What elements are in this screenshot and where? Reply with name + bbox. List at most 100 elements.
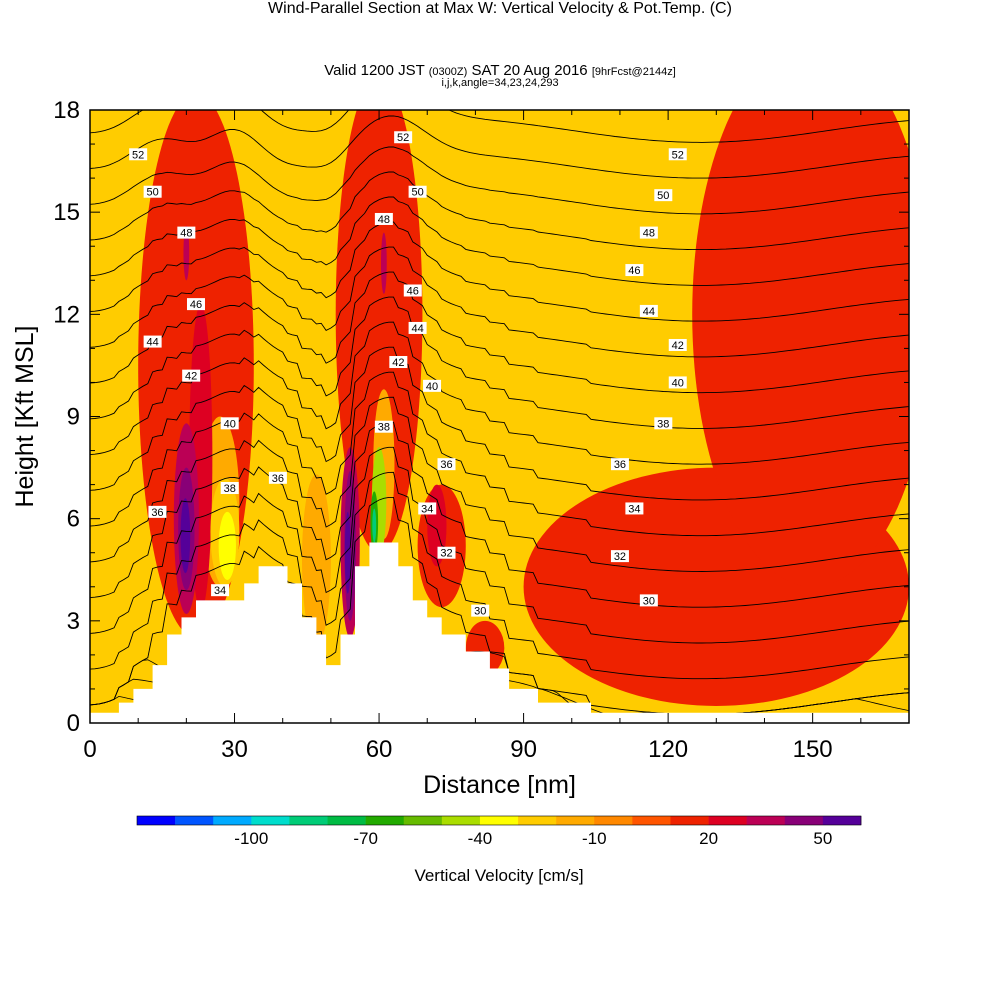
- colorbar-swatch: [213, 816, 252, 825]
- chart-ijk-line: i,j,k,angle=34,23,24,293: [441, 77, 559, 89]
- contour-label: 36: [148, 505, 167, 519]
- contour-label: 30: [639, 594, 658, 607]
- colorbar-swatch: [479, 816, 519, 825]
- contour-label: 42: [668, 338, 687, 352]
- isentrope-line: [90, 471, 909, 680]
- subtitle-utc: (0300Z): [428, 66, 468, 78]
- colorbar-swatch: [518, 816, 557, 825]
- title-units: (C): [709, 0, 732, 17]
- svg-text:38: 38: [657, 418, 669, 430]
- colorbar-swatch: [289, 816, 328, 825]
- colorbar-swatch: [746, 816, 786, 825]
- contour-label: 52: [129, 148, 148, 161]
- isentrope-line: [90, 346, 909, 501]
- velocity-region: [380, 232, 387, 294]
- contour-label: 32: [437, 546, 456, 560]
- svg-text:36: 36: [614, 459, 626, 471]
- contour-label: 42: [389, 356, 408, 369]
- colorbar-swatch: [365, 816, 405, 825]
- colorbar-tick-label: -40: [468, 829, 493, 848]
- isentrope-line: [90, 196, 909, 286]
- velocity-region: [372, 508, 377, 543]
- y-tick-label: 18: [53, 97, 80, 124]
- contour-label: 46: [403, 284, 422, 297]
- velocity-region: [218, 511, 236, 580]
- contour-label: 44: [143, 335, 162, 349]
- colorbar-swatch: [137, 816, 176, 825]
- colorbar-swatch: [594, 816, 633, 825]
- contour-label: 38: [654, 417, 673, 430]
- svg-text:50: 50: [657, 190, 669, 202]
- svg-text:48: 48: [180, 228, 192, 240]
- svg-text:46: 46: [190, 299, 202, 311]
- svg-text:32: 32: [614, 551, 626, 563]
- contour-label: 48: [639, 226, 658, 240]
- y-tick-label: 3: [67, 608, 80, 635]
- x-tick-label: 120: [648, 736, 688, 763]
- y-tick-label: 12: [53, 301, 80, 328]
- colorbar-swatch: [441, 816, 481, 825]
- contour-label: 48: [177, 226, 196, 240]
- x-tick-label: 60: [366, 736, 393, 763]
- contour-label: 36: [268, 471, 287, 485]
- contour-label: 34: [625, 502, 644, 515]
- colorbar-swatch: [175, 816, 214, 825]
- isentrope-line: [90, 171, 909, 251]
- velocity-region: [183, 225, 190, 281]
- colorbar-tick-label: -100: [234, 829, 268, 848]
- isentrope-line: [90, 110, 909, 143]
- svg-text:50: 50: [147, 187, 159, 199]
- contour-label: 44: [639, 304, 658, 318]
- isentrope-line: [90, 115, 909, 179]
- colorbar-swatch: [822, 816, 862, 825]
- svg-text:38: 38: [224, 483, 236, 495]
- subtitle-forecast: [9hrFcst@2144z]: [591, 66, 676, 78]
- chart-subtitle: Valid 1200 JST (0300Z) SAT 20 Aug 2016 […: [0, 62, 1000, 79]
- contour-label: 40: [423, 379, 442, 393]
- contour-label: 42: [182, 369, 201, 383]
- isentrope-line: [90, 221, 909, 322]
- colorbar-tick-label: 20: [699, 829, 718, 848]
- y-axis-label: Height [Kft MSL]: [11, 325, 39, 507]
- contour-label: 36: [437, 458, 456, 471]
- subtitle-date: SAT 20 Aug 2016: [471, 62, 588, 79]
- contour-label: 52: [394, 131, 413, 144]
- svg-text:34: 34: [628, 503, 640, 515]
- contour-label: 50: [408, 185, 427, 199]
- svg-text:52: 52: [397, 132, 409, 144]
- contour-label: 34: [211, 584, 230, 597]
- x-tick-label: 90: [510, 736, 537, 763]
- svg-text:48: 48: [378, 214, 390, 226]
- svg-text:42: 42: [185, 371, 197, 383]
- svg-text:40: 40: [224, 418, 236, 430]
- svg-text:48: 48: [643, 228, 655, 240]
- contour-label: 34: [418, 502, 437, 515]
- y-tick-label: 9: [67, 404, 80, 431]
- isentrope-line: [90, 246, 909, 358]
- svg-text:34: 34: [214, 585, 226, 597]
- svg-text:32: 32: [440, 548, 452, 560]
- y-tick-label: 15: [53, 199, 80, 226]
- colorbar-swatch: [708, 816, 747, 825]
- subtitle-main: Valid 1200 JST: [324, 62, 425, 79]
- isentrope-line: [90, 296, 909, 429]
- contour-label: 30: [471, 604, 490, 618]
- colorbar-tick-label: -10: [582, 829, 607, 848]
- contour-label: 38: [220, 482, 239, 495]
- svg-text:30: 30: [474, 606, 486, 618]
- contour-label: 48: [374, 212, 393, 226]
- svg-text:36: 36: [440, 459, 452, 471]
- terrain-mask: [90, 542, 909, 723]
- velocity-region: [344, 511, 351, 594]
- svg-text:36: 36: [151, 507, 163, 519]
- isentrope-line: [90, 271, 909, 394]
- svg-text:30: 30: [643, 595, 655, 607]
- svg-text:42: 42: [672, 340, 684, 352]
- x-tick-label: 0: [83, 736, 96, 763]
- svg-text:46: 46: [628, 265, 640, 277]
- svg-text:44: 44: [147, 337, 159, 349]
- colorbar-swatch: [556, 816, 595, 825]
- contour-label: 38: [374, 420, 393, 434]
- contour-label: 40: [668, 376, 687, 389]
